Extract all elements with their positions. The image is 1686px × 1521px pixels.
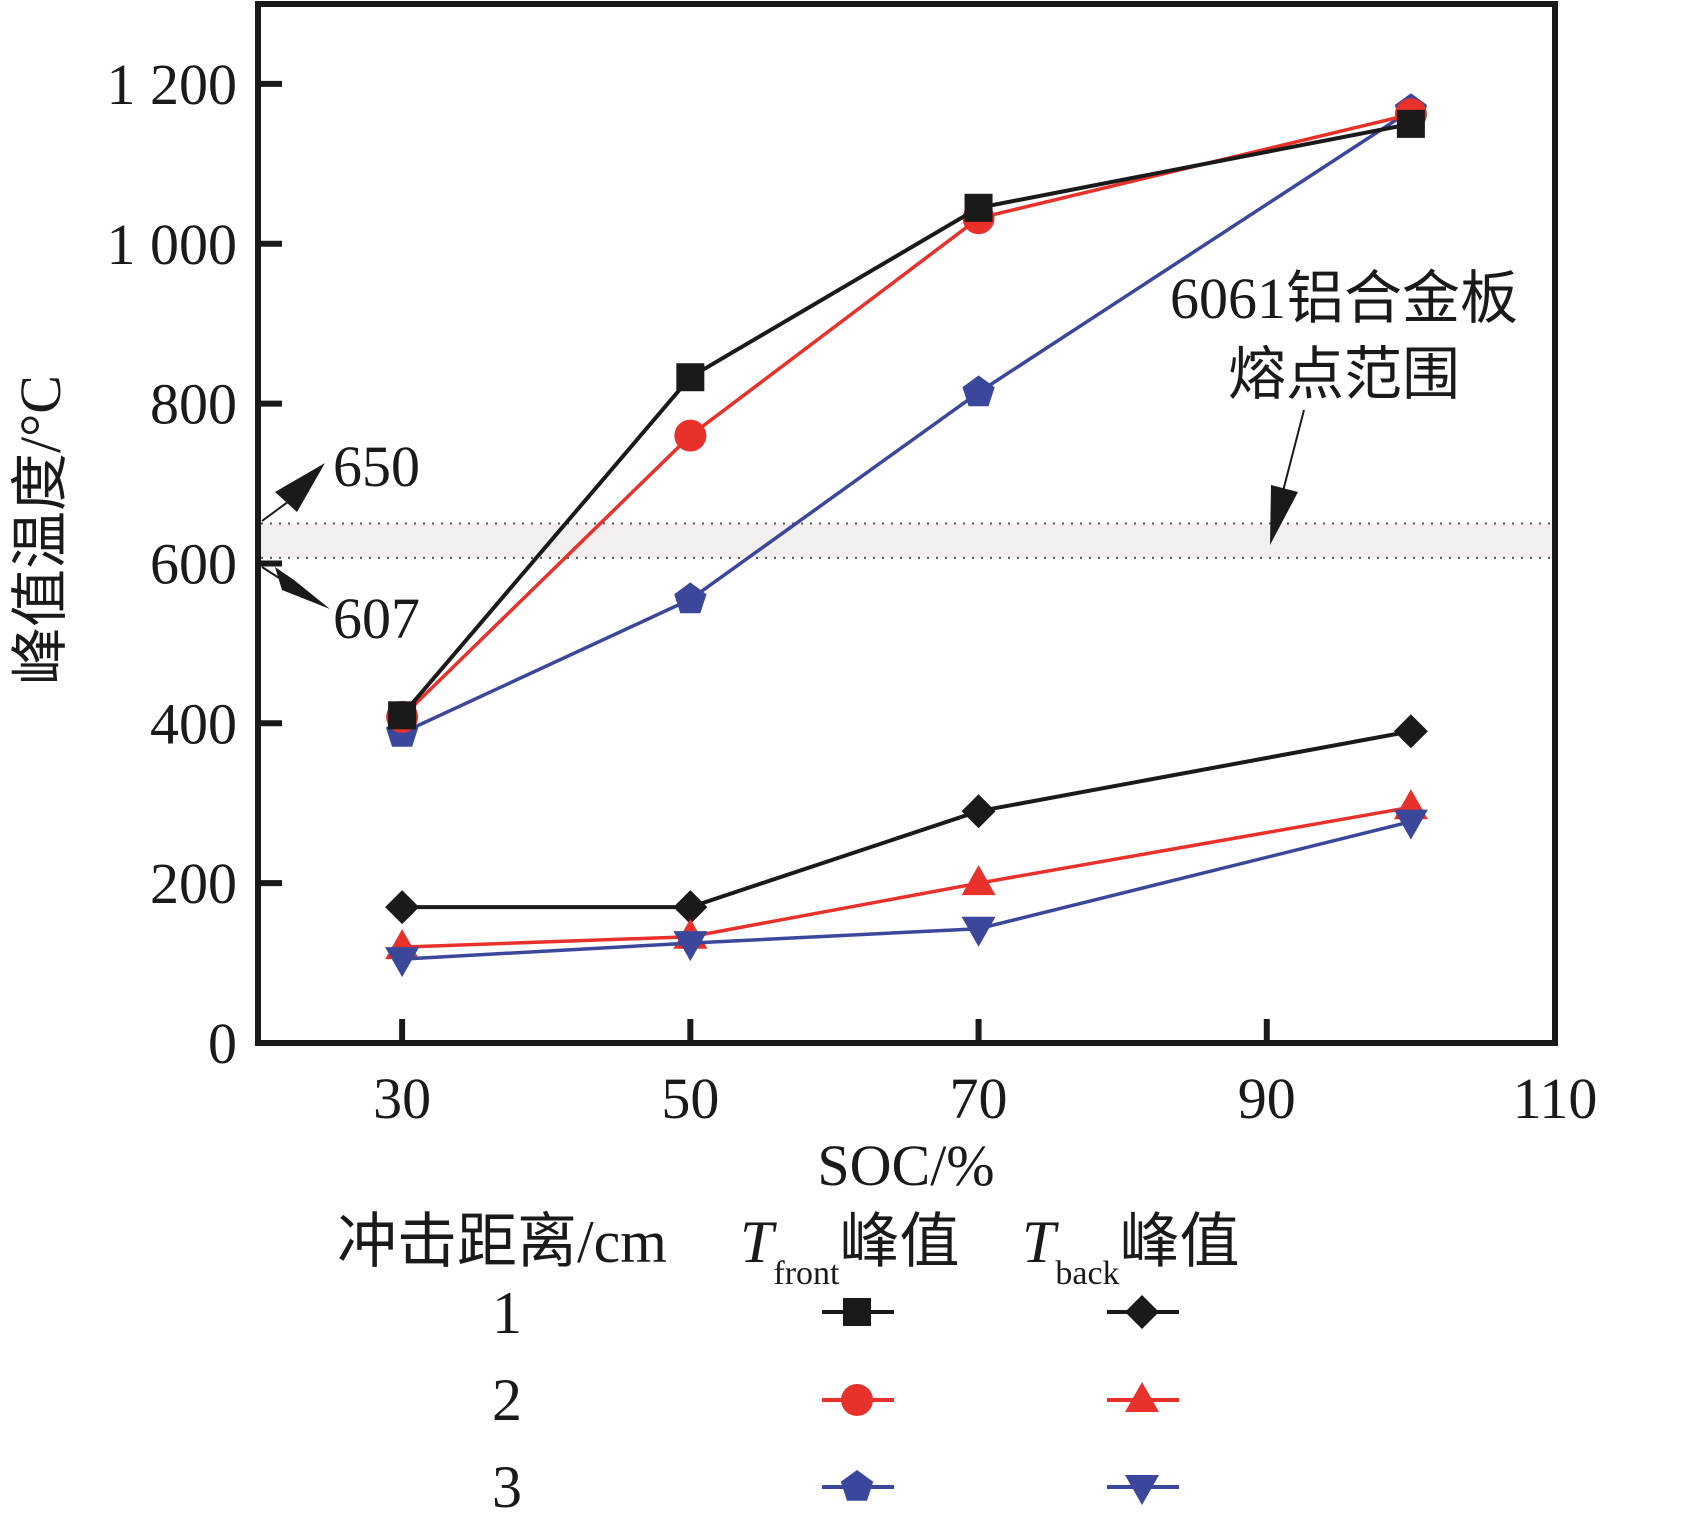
legend-header-front-t: T: [740, 1209, 777, 1275]
series-front-3: [385, 93, 1428, 747]
plot-frame: [255, 1, 1558, 1046]
legend-header-back: Tback峰值: [1022, 1209, 1240, 1292]
melting-band-fill: [261, 523, 1552, 558]
data-point-triangle-down-icon: [673, 931, 708, 962]
annotation-melting-range: 6061铝合金板 熔点范围: [1170, 266, 1518, 545]
melting-range-band: [261, 522, 1552, 559]
data-point-pentagon-icon: [962, 375, 995, 407]
x-axis-title: SOC/%: [817, 1133, 994, 1198]
legend-row-label-3: 3: [492, 1454, 522, 1520]
melting-range-label-line-2: 熔点范围: [1228, 342, 1460, 407]
legend-triangle-up-icon: [1125, 1382, 1159, 1412]
y-tick-label: 1 200: [107, 52, 238, 117]
melting-range-arrow-line: [1281, 409, 1305, 496]
series-back-1: [385, 714, 1428, 925]
series-line: [402, 729, 1412, 910]
legend-markers: [822, 1295, 1179, 1505]
legend: 冲击距离/cm Tfront峰值 Tback峰值 1 2 3: [337, 1209, 1240, 1520]
legend-row-label-2: 2: [492, 1367, 522, 1433]
data-point-square-icon: [676, 363, 705, 392]
series-line: [402, 819, 1412, 961]
data-point-diamond-icon: [385, 890, 420, 925]
annotation-650: 650: [261, 434, 420, 522]
series-front-1: [388, 109, 1425, 730]
data-point-diamond-icon: [961, 794, 996, 829]
data-point-square-icon: [388, 701, 417, 730]
legend-header-back-suffix: 峰值: [1120, 1209, 1240, 1275]
legend-header-front: Tfront峰值: [740, 1209, 959, 1292]
annotation-607: 607: [261, 566, 420, 651]
annotation-650-label: 650: [333, 434, 420, 499]
legend-row-label-1: 1: [492, 1280, 522, 1346]
x-tick-label: 30: [373, 1066, 431, 1131]
legend-header-front-sub: front: [773, 1255, 840, 1292]
legend-key-front-3: [822, 1470, 894, 1501]
data-point-triangle-down-icon: [1393, 809, 1428, 840]
legend-key-front-2: [822, 1384, 894, 1416]
legend-diamond-icon: [1125, 1295, 1159, 1329]
x-tick-label: 50: [661, 1066, 719, 1131]
data-point-triangle-down-icon: [385, 947, 420, 978]
data-point-diamond-icon: [673, 890, 708, 925]
legend-triangle-down-icon: [1125, 1475, 1159, 1505]
legend-header-distance: 冲击距离/cm: [337, 1209, 667, 1275]
legend-key-back-2: [1107, 1382, 1179, 1412]
y-axis-ticks: 0 200 400 600 800 1 000 1 200: [107, 52, 282, 1076]
arrow-650-head-icon: [275, 463, 325, 512]
x-axis-ticks: 30 50 70 90 110: [373, 1019, 1597, 1131]
legend-key-back-1: [1107, 1295, 1179, 1329]
x-tick-label: 110: [1513, 1066, 1598, 1131]
legend-square-icon: [843, 1298, 871, 1326]
series-front-2: [386, 98, 1427, 733]
legend-key-front-1: [822, 1298, 894, 1326]
series-layer: [385, 93, 1428, 978]
y-tick-label: 0: [208, 1011, 237, 1076]
data-point-square-icon: [1396, 109, 1425, 138]
series-line: [401, 108, 1412, 735]
data-point-circle-icon: [674, 419, 707, 452]
data-point-triangle-up-icon: [961, 865, 996, 896]
y-tick-label: 800: [150, 372, 237, 437]
annotation-607-label: 607: [333, 586, 420, 651]
data-point-triangle-down-icon: [961, 916, 996, 947]
legend-header-back-t: T: [1022, 1209, 1059, 1275]
series-line: [400, 112, 1412, 719]
data-point-diamond-icon: [1393, 714, 1428, 749]
y-tick-label: 400: [150, 691, 237, 756]
x-tick-label: 70: [950, 1066, 1008, 1131]
data-point-square-icon: [964, 193, 993, 222]
arrow-607-head-icon: [275, 567, 330, 609]
legend-circle-icon: [841, 1384, 873, 1416]
series-back-3: [385, 809, 1428, 978]
legend-rows: 1 2 3: [492, 1280, 522, 1520]
data-point-pentagon-icon: [674, 582, 707, 614]
y-tick-label: 1 000: [107, 212, 238, 277]
x-tick-label: 90: [1238, 1066, 1296, 1131]
y-axis-title: 峰值温度/°C: [8, 375, 73, 685]
melting-range-arrow-head-icon: [1270, 485, 1298, 545]
melting-range-label-line-1: 6061铝合金板: [1170, 266, 1518, 331]
series-line: [400, 121, 1412, 717]
y-tick-label: 200: [150, 851, 237, 916]
legend-header-back-sub: back: [1055, 1255, 1119, 1292]
y-tick-label: 600: [150, 531, 237, 596]
legend-pentagon-icon: [840, 1470, 874, 1501]
legend-key-back-3: [1107, 1475, 1179, 1505]
series-line: [402, 805, 1412, 949]
legend-header-front-suffix: 峰值: [839, 1209, 959, 1275]
